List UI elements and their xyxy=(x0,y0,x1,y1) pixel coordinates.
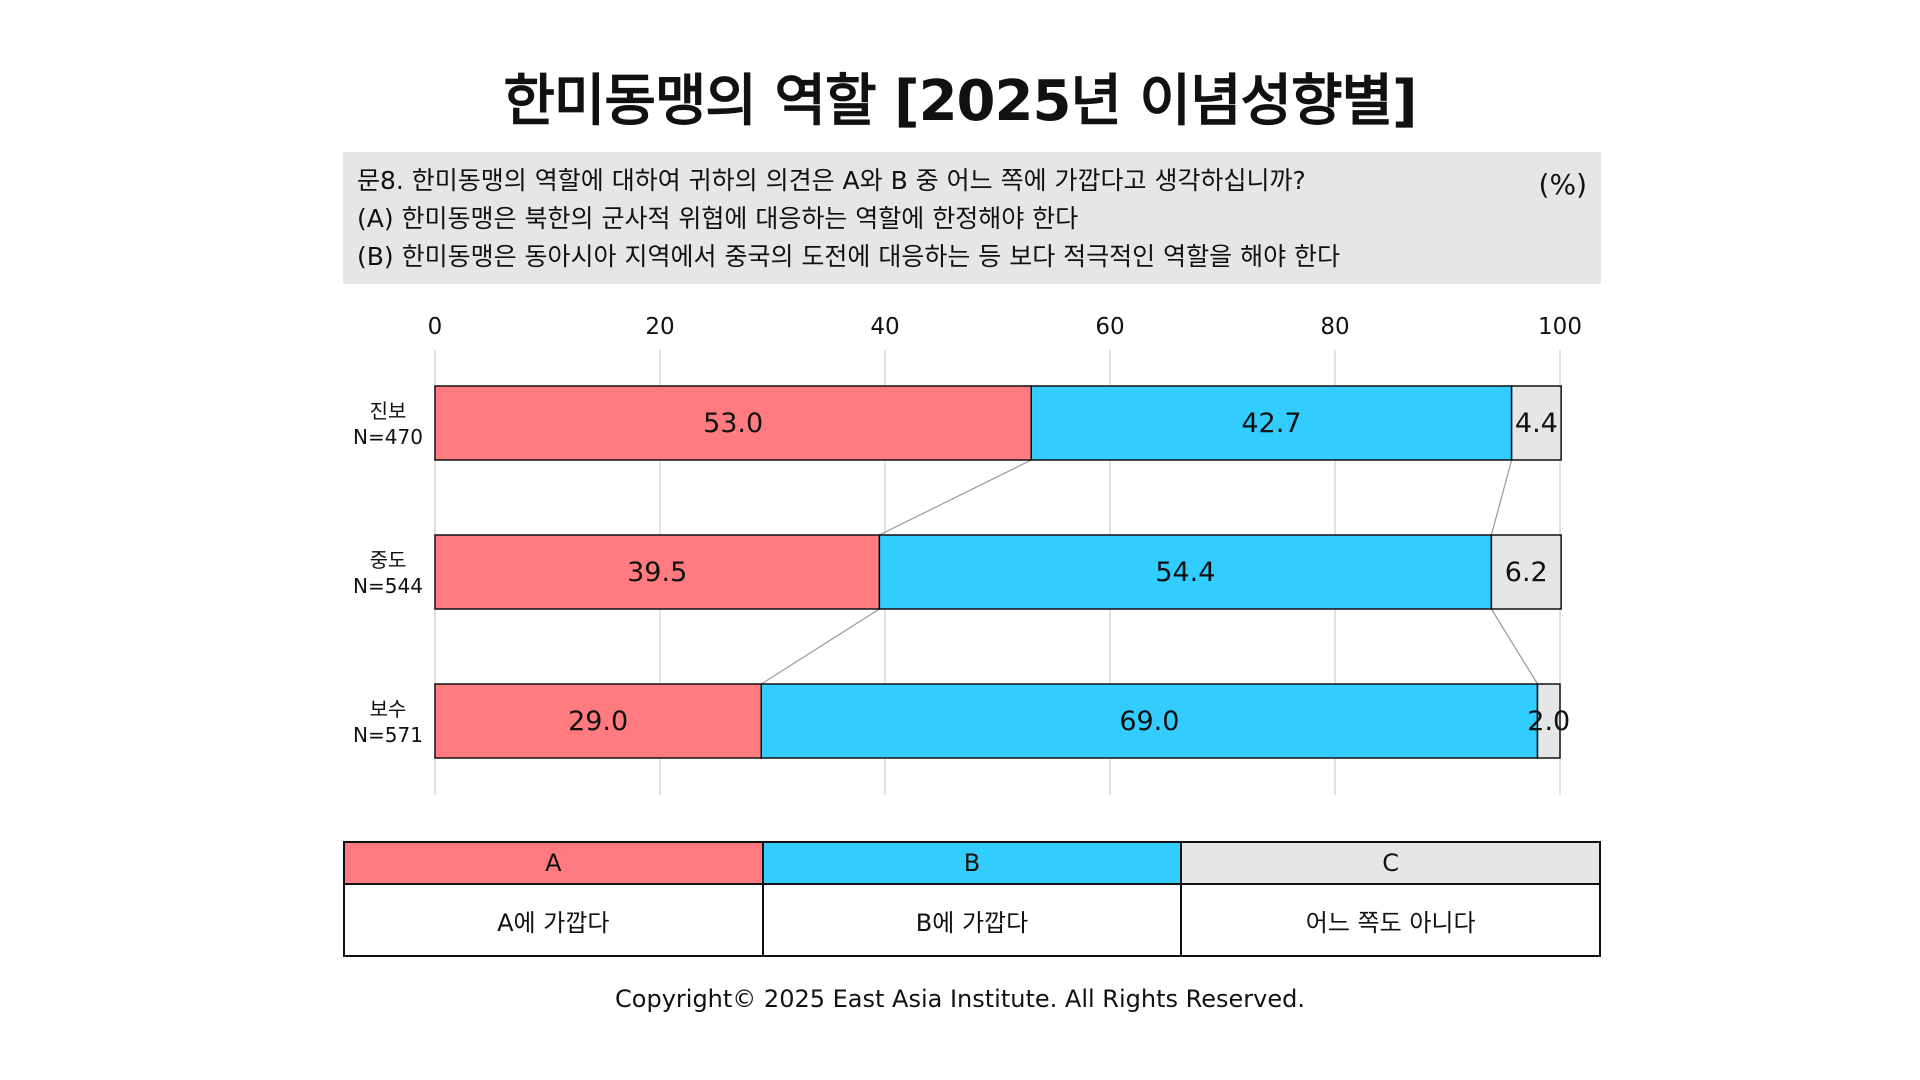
x-tick-label-100: 100 xyxy=(1538,314,1582,340)
data-label-a-2: 29.0 xyxy=(568,706,628,737)
chart-title: 한미동맹의 역할 [2025년 이념성향별] xyxy=(503,69,1417,134)
bar-a-2 xyxy=(434,683,762,759)
legend-swatch-c: C xyxy=(1182,843,1600,885)
connector-line xyxy=(1490,459,1513,536)
question-box: 문8. 한미동맹의 역할에 대하여 귀하의 의견은 A와 B 중 어느 쪽에 가… xyxy=(343,152,1601,284)
x-tick-label-80: 80 xyxy=(1320,314,1349,340)
x-tick-label-0: 0 xyxy=(428,314,443,340)
data-label-c-1: 6.2 xyxy=(1505,557,1548,588)
category-label-0: 진보 xyxy=(370,399,407,423)
category-label-2: 보수 xyxy=(370,697,407,721)
category-n-label-0: N=470 xyxy=(353,425,423,449)
bar-a-0 xyxy=(434,385,1032,461)
legend-swatch-b: B xyxy=(763,843,1181,885)
data-label-b-2: 69.0 xyxy=(1119,706,1179,737)
data-label-a-0: 53.0 xyxy=(703,408,763,439)
option-a-text: (A) 한미동맹은 북한의 군사적 위협에 대응하는 역할에 한정해야 한다 xyxy=(357,204,1079,233)
legend-swatch-a: A xyxy=(345,843,762,885)
bar-b-2 xyxy=(760,683,1539,759)
bar-c-0 xyxy=(1510,385,1562,461)
data-label-c-0: 4.4 xyxy=(1515,408,1558,439)
connector-line xyxy=(760,608,880,685)
category-label-1: 중도 xyxy=(370,548,407,572)
bar-c-2 xyxy=(1536,683,1561,759)
question-text: 문8. 한미동맹의 역할에 대하여 귀하의 의견은 A와 B 중 어느 쪽에 가… xyxy=(357,166,1306,195)
connector-line xyxy=(879,459,1032,536)
x-tick-label-40: 40 xyxy=(870,314,899,340)
legend-table: A A에 가깝다 B B에 가깝다 C 어느 쪽도 아니다 xyxy=(343,841,1601,957)
legend-desc-b: B에 가깝다 xyxy=(915,908,1029,937)
x-tick-label-20: 20 xyxy=(645,314,674,340)
legend-desc-a: A에 가깝다 xyxy=(497,908,610,937)
data-label-a-1: 39.5 xyxy=(627,557,687,588)
category-n-label-1: N=544 xyxy=(353,574,423,598)
legend-col-c: C 어느 쪽도 아니다 xyxy=(1182,843,1600,955)
x-tick-label-60: 60 xyxy=(1095,314,1124,340)
bar-a-1 xyxy=(434,534,881,610)
legend-col-b: B B에 가깝다 xyxy=(763,843,1183,955)
bar-c-1 xyxy=(1490,534,1562,610)
unit-label: (%) xyxy=(1538,168,1587,201)
copyright: Copyright© 2025 East Asia Institute. All… xyxy=(615,985,1305,1013)
data-label-b-1: 54.4 xyxy=(1155,557,1215,588)
data-label-b-0: 42.7 xyxy=(1241,408,1301,439)
connector-line xyxy=(1490,608,1539,685)
option-b-text: (B) 한미동맹은 동아시아 지역에서 중국의 도전에 대응하는 등 보다 적극… xyxy=(357,242,1341,271)
bar-b-0 xyxy=(1030,385,1513,461)
category-n-label-2: N=571 xyxy=(353,723,423,747)
legend-desc-c: 어느 쪽도 아니다 xyxy=(1305,908,1476,937)
data-label-c-2: 2.0 xyxy=(1527,706,1570,737)
legend-col-a: A A에 가깝다 xyxy=(345,843,764,955)
